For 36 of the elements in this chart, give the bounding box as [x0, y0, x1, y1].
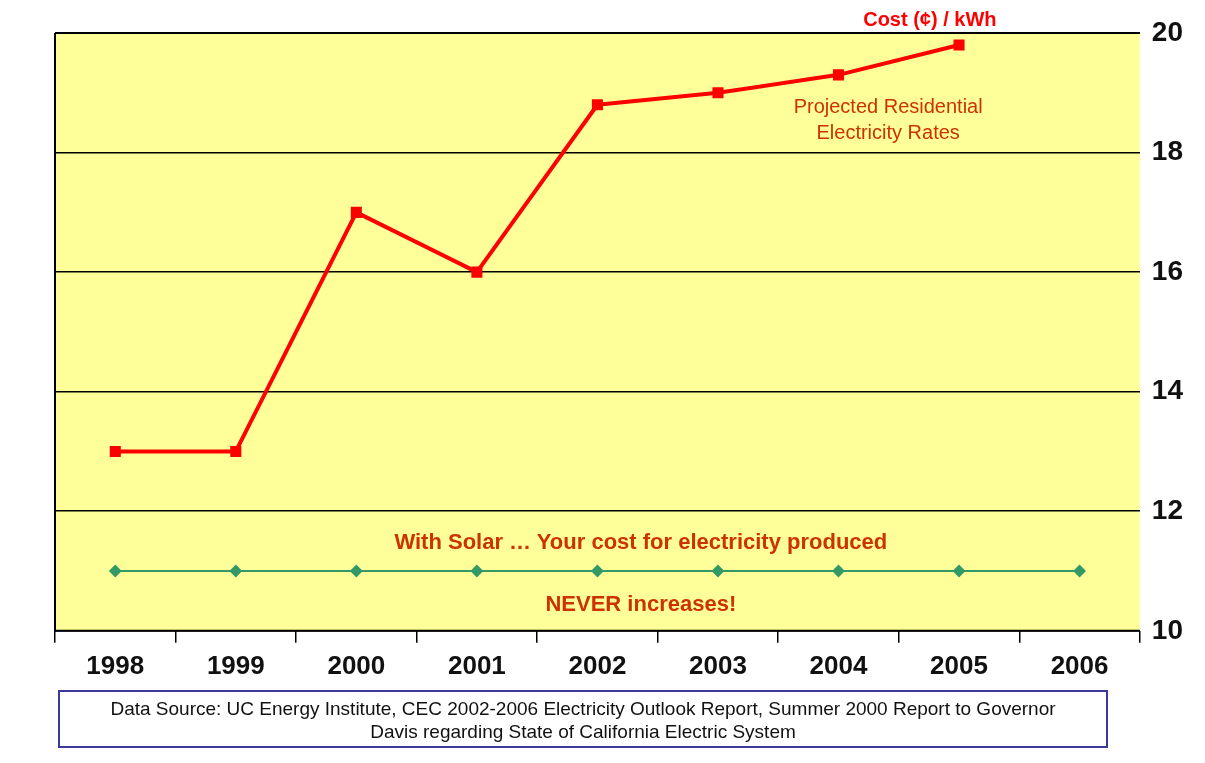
point	[350, 206, 362, 218]
y-tick-label: 20	[1151, 15, 1184, 47]
point	[953, 39, 965, 51]
point	[712, 87, 724, 99]
x-tick-label: 2006	[1050, 649, 1109, 680]
point	[109, 445, 121, 457]
point	[350, 565, 363, 578]
point	[1073, 565, 1086, 578]
point	[832, 565, 845, 578]
x-tick-label: 2004	[809, 649, 868, 680]
point	[591, 565, 604, 578]
point	[230, 445, 242, 457]
y-axis-title: Cost (¢) / kWh	[863, 7, 997, 30]
x-tick-label: 1999	[206, 649, 265, 680]
point	[953, 565, 966, 578]
y-tick-label: 16	[1151, 254, 1184, 286]
x-tick-label: 2001	[447, 649, 506, 680]
x-tick-label: 2003	[689, 649, 747, 680]
y-tick-label: 10	[1151, 613, 1184, 645]
point	[471, 266, 483, 278]
point	[832, 69, 845, 81]
point	[591, 99, 603, 111]
point	[109, 565, 122, 578]
x-tick-label: 2000	[327, 649, 386, 680]
x-tick-label: 1998	[86, 649, 145, 680]
x-tick-label: 2002	[568, 649, 627, 680]
x-tick-label: 2005	[930, 649, 988, 680]
point	[470, 565, 483, 578]
y-tick-label: 12	[1151, 493, 1184, 525]
y-tick-label: 18	[1151, 135, 1184, 167]
source-note: Data Source: UC Energy Institute, CEC 2002-2006 Electricity Outlook Report, Summer 2000 Report to Governor Davis regarding State of California Electric System	[58, 690, 1108, 748]
y-tick-label: 14	[1151, 374, 1184, 406]
annotation: Projected Residential Electricity Rates	[793, 94, 983, 143]
point	[229, 565, 242, 578]
text: With Solar … Your cost for electricity produced NEVER increases!	[394, 528, 888, 616]
point	[711, 565, 724, 578]
